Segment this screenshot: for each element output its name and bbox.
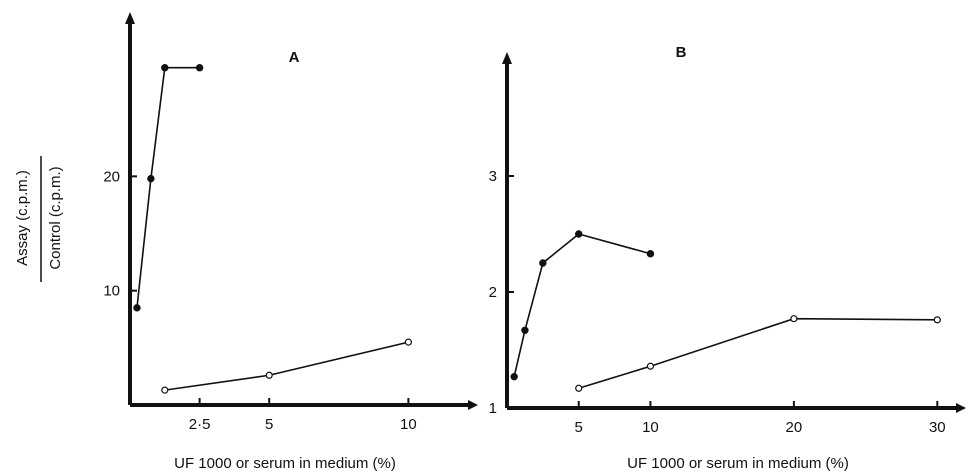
panel-a-series-open-point (265, 371, 273, 379)
panel-b-series-filled-line (513, 233, 651, 377)
y-axis-label-numerator: Assay (c.p.m.) (14, 170, 31, 266)
panel-a-label: A (289, 49, 300, 66)
y-axis-label-denominator: Control (c.p.m.) (47, 166, 64, 269)
panel-b-series-filled-point (510, 372, 518, 381)
panel-b-y-axis-arrow (502, 52, 512, 64)
panel-a-x-tick-label: 5 (265, 416, 273, 433)
panel-b-series-open-point (790, 315, 798, 323)
y-axis-title: Assay (c.p.m.) Control (c.p.m.) (14, 156, 64, 282)
panel-b-series-filled-point (646, 250, 655, 258)
panel-a-y-tick-label: 20 (103, 168, 120, 185)
panel-a-series-open-point (161, 386, 169, 394)
panel-a-x-tick-label: 2·5 (189, 416, 211, 433)
panel-b-x-tick-label: 5 (575, 419, 583, 436)
panel-b-series-open-point (575, 384, 583, 392)
panel-a-series-filled-point (133, 304, 141, 312)
panel-a: 2·5 5 10 10 20 A UF 1000 or serum in medium (%… (103, 12, 478, 472)
panel-b-series-filled-point (575, 230, 583, 238)
panel-a-x-axis-arrow (468, 400, 478, 410)
panel-a-series-open-point (404, 338, 412, 346)
panel-a-y-axis-arrow (125, 12, 135, 24)
panel-a-series-filled-point (195, 64, 204, 72)
panel-b-series-filled-point (539, 259, 547, 267)
panel-b-y-tick-label: 1 (489, 400, 497, 417)
panel-a-series-filled-point (161, 64, 169, 72)
panel-a-series-open-line (164, 341, 409, 391)
panel-a-series-filled-line (136, 66, 200, 308)
panel-b-x-tick-label: 20 (786, 419, 803, 436)
panel-a-series-filled-point (147, 174, 155, 183)
panel-b-label: B (676, 44, 687, 61)
panel-b-x-tick-label: 30 (929, 419, 946, 436)
panel-a-x-tick-label: 10 (400, 416, 417, 433)
panel-b-x-axis-label: UF 1000 or serum in medium (%) (627, 455, 849, 472)
panel-b-y-tick-label: 3 (489, 168, 497, 185)
panel-b-y-tick-label: 2 (489, 284, 497, 301)
panel-b-series-open-line (578, 317, 938, 390)
panel-a-y-tick-label: 10 (103, 283, 120, 300)
panel-b-series-filled-point (521, 326, 529, 334)
panel-b: 5 10 20 30 1 2 3 B UF 1000 or serum in medium (%… (489, 44, 966, 472)
panel-b-series-open-point (933, 316, 941, 324)
panel-b-x-axis-arrow (956, 403, 966, 413)
panel-a-x-axis-label: UF 1000 or serum in medium (%) (174, 455, 396, 472)
panel-b-x-tick-label: 10 (642, 419, 659, 436)
panel-b-series-open-point (646, 362, 655, 370)
